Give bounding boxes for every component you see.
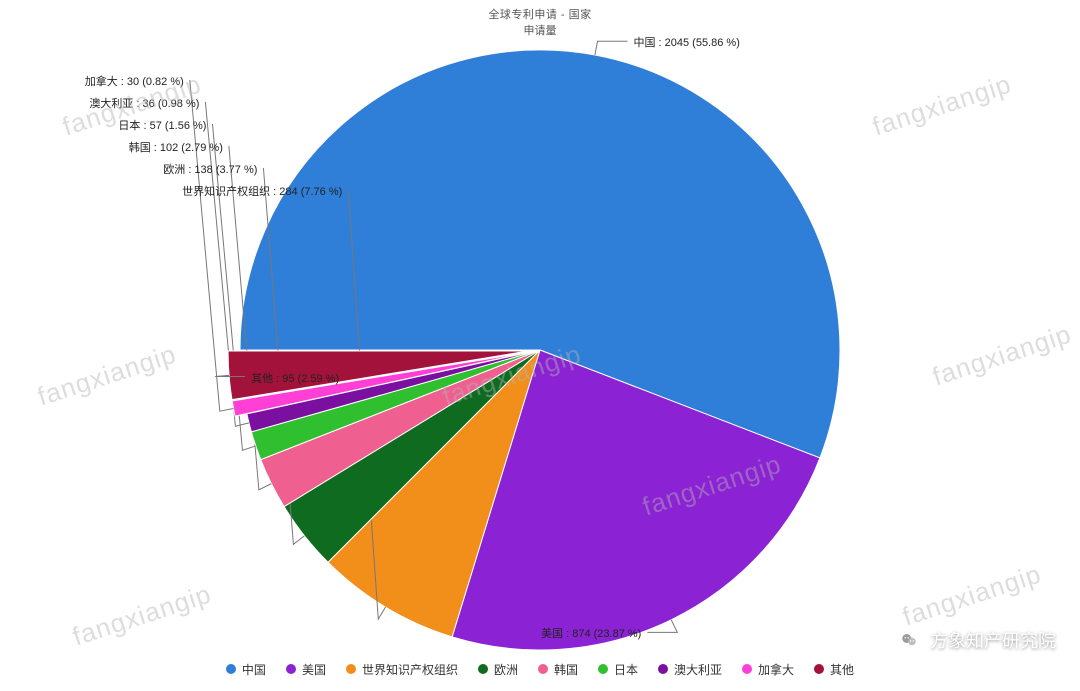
legend-swatch: [346, 664, 356, 674]
legend: 中国 美国 世界知识产权组织 欧洲 韩国 日本 澳大利亚 加拿大 其他: [0, 661, 1080, 680]
label-leader: [595, 41, 628, 55]
legend-swatch: [478, 664, 488, 674]
legend-item: 欧洲: [478, 661, 518, 678]
legend-swatch: [598, 664, 608, 674]
legend-swatch: [538, 664, 548, 674]
legend-swatch: [814, 664, 824, 674]
legend-label: 加拿大: [758, 661, 794, 678]
legend-item: 澳大利亚: [658, 661, 722, 678]
pie-chart: [0, 0, 1080, 691]
legend-item: 美国: [286, 661, 326, 678]
legend-swatch: [742, 664, 752, 674]
legend-item: 中国: [226, 661, 266, 678]
legend-label: 世界知识产权组织: [362, 661, 458, 678]
legend-label: 日本: [614, 661, 638, 678]
legend-item: 日本: [598, 661, 638, 678]
legend-swatch: [286, 664, 296, 674]
legend-label: 中国: [242, 661, 266, 678]
legend-swatch: [658, 664, 668, 674]
legend-label: 澳大利亚: [674, 661, 722, 678]
label-leader: [190, 80, 234, 411]
legend-item: 世界知识产权组织: [346, 661, 458, 678]
legend-label: 美国: [302, 661, 326, 678]
legend-label: 韩国: [554, 661, 578, 678]
legend-label: 其他: [830, 661, 854, 678]
legend-item: 加拿大: [742, 661, 794, 678]
legend-item: 其他: [814, 661, 854, 678]
legend-swatch: [226, 664, 236, 674]
legend-item: 韩国: [538, 661, 578, 678]
legend-label: 欧洲: [494, 661, 518, 678]
